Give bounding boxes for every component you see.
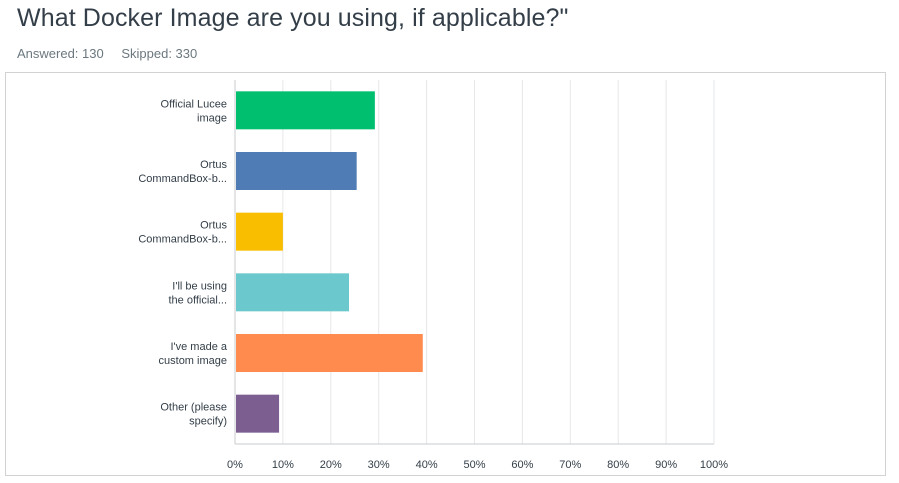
x-tick-label: 10% [272,459,294,471]
answered-count: Answered: 130 [17,46,104,61]
x-tick-label: 80% [607,459,629,471]
category-label: CommandBox-b... [138,173,227,185]
skipped-count: Skipped: 330 [121,46,198,61]
x-tick-label: 20% [320,459,342,471]
x-tick-label: 60% [511,459,533,471]
x-tick-label: 40% [416,459,438,471]
category-label: I've made a [170,341,227,353]
bar [236,212,283,251]
chart-frame [5,72,886,476]
category-label: custom image [159,355,227,367]
x-tick-label: 30% [368,459,390,471]
question-title: What Docker Image are you using, if appl… [17,4,569,32]
x-tick-label: 0% [227,459,243,471]
bar-chart: 0% 10% 20% 30% 40% 50% 60% 70% 80% 90% 100% Officia… [138,80,728,471]
bar [236,334,423,372]
category-label: I'll be using [172,280,227,292]
category-label: Ortus [200,220,227,232]
category-label: specify) [189,416,227,428]
category-label: CommandBox-b... [138,234,227,246]
category-label: Official Lucee [161,98,227,110]
bar [236,91,375,130]
x-tick-label: 90% [655,459,677,471]
x-tick-label: 50% [463,459,485,471]
category-label: Ortus [200,159,227,171]
chart-container: 0% 10% 20% 30% 40% 50% 60% 70% 80% 90% 100% Officia… [0,72,899,483]
category-label: Other (please [160,402,227,414]
x-tick-label: 70% [559,459,581,471]
category-label: image [197,112,227,124]
bar [236,394,280,433]
category-label: the official... [169,294,228,306]
bar [236,152,357,190]
bar [236,273,350,312]
x-tick-label: 100% [700,459,728,471]
response-stats: Answered: 130 Skipped: 330 [17,46,211,61]
